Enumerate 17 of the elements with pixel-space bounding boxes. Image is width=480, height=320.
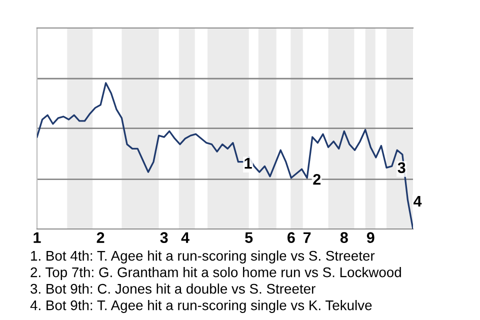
text: 1. Bot 4th: T. Agee hit a run-scoring single vs S. Streeter: [31, 250, 375, 264]
x-tick-label: 8: [340, 232, 348, 243]
text: 3. Bot 9th: C. Jones hit a double vs S. Streeter: [30, 284, 316, 294]
text: 2. Top 7th: G. Grantham hit a solo home run vs S. Lockwood: [30, 267, 401, 280]
annotation: 2: [313, 174, 321, 185]
x-tick-label: 3: [160, 232, 168, 244]
x-tick-label: 7: [303, 232, 311, 243]
x-tick-label: 4: [181, 232, 190, 243]
x-tick-label: 6: [288, 232, 295, 243]
x-tick-label: 9: [366, 232, 374, 243]
annotation: 1: [244, 158, 252, 169]
annotation: 3: [398, 162, 406, 174]
x-tick-label: 2: [96, 232, 104, 243]
text: 4: [413, 196, 422, 207]
x-tick-label: 5: [245, 232, 253, 243]
x-tick-label: 1: [34, 232, 41, 243]
text: 4. Bot 9th: T. Agee hit a run-scoring single vs K. Tekulve: [30, 300, 372, 313]
